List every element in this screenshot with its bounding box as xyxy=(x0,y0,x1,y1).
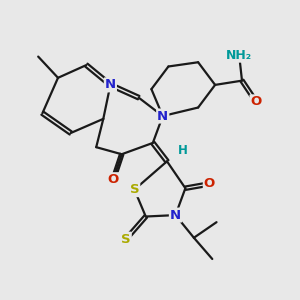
Text: S: S xyxy=(130,183,139,196)
Text: NH₂: NH₂ xyxy=(226,49,252,62)
Text: O: O xyxy=(250,95,262,108)
Text: S: S xyxy=(121,233,131,246)
Text: O: O xyxy=(108,173,119,186)
Text: N: N xyxy=(170,208,181,222)
Text: N: N xyxy=(105,78,116,92)
Text: N: N xyxy=(157,110,168,122)
Text: H: H xyxy=(178,143,188,157)
Text: O: O xyxy=(204,178,215,190)
